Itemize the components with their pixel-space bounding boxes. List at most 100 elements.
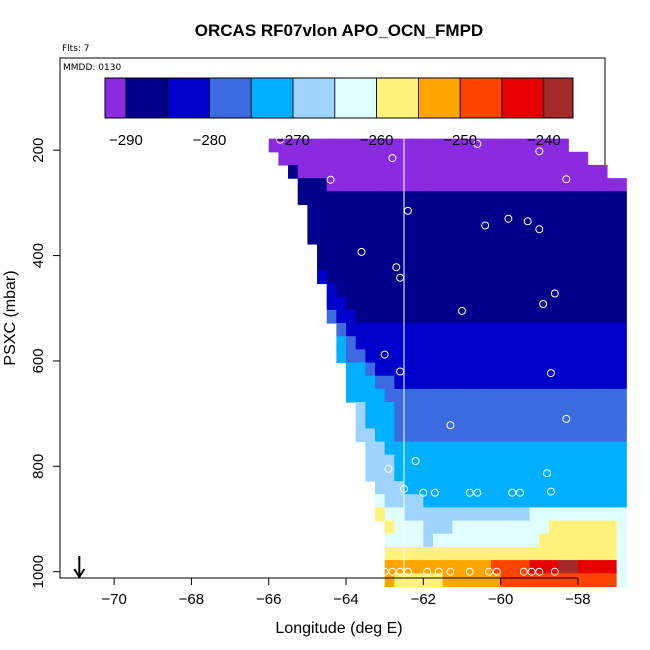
data-point: [504, 214, 513, 223]
heat-cell: [529, 388, 540, 403]
heat-cell: [616, 507, 627, 522]
heat-cell: [519, 309, 531, 324]
heat-cell: [336, 270, 347, 285]
heat-cell: [423, 178, 434, 192]
heat-cell: [606, 336, 618, 350]
y-tick-label: 1000: [30, 555, 47, 588]
heat-cell: [423, 494, 434, 508]
heat-cell: [481, 546, 492, 561]
heat-cell: [597, 375, 608, 390]
heat-cell: [568, 507, 579, 522]
heat-cell: [519, 467, 531, 482]
colorbar-bin: [334, 77, 378, 119]
data-point: [550, 567, 559, 576]
heat-cell: [568, 454, 579, 469]
heat-cell: [471, 191, 482, 206]
heat-cell: [558, 336, 569, 350]
heat-cell: [346, 349, 357, 364]
heat-cell: [461, 375, 473, 390]
heat-cell: [587, 217, 598, 232]
heat-cell: [510, 533, 521, 548]
heat-cell: [365, 243, 376, 258]
heat-cell: [577, 257, 589, 271]
heat-cell: [616, 402, 627, 416]
heat-cell: [510, 164, 521, 179]
heat-cell: [404, 164, 415, 179]
heat-cell: [278, 151, 289, 166]
heat-cell: [539, 283, 550, 298]
heat-cell: [577, 323, 589, 337]
heat-cell: [442, 323, 453, 337]
heat-cell: [375, 402, 386, 416]
data-point: [492, 567, 501, 576]
heat-cell: [519, 257, 531, 271]
colorbar-bin: [104, 77, 127, 119]
heat-cell: [597, 270, 608, 285]
heat-cell: [548, 243, 560, 258]
heat-cell: [326, 204, 337, 219]
heat-cell: [471, 362, 482, 377]
heat-cell: [307, 217, 318, 232]
heat-cell: [404, 533, 415, 548]
heat-cell: [423, 520, 434, 535]
heat-cell: [606, 204, 618, 219]
heat-cell: [461, 415, 473, 429]
heat-cell: [548, 454, 560, 469]
heat-cell: [606, 375, 618, 390]
heat-cell: [500, 454, 511, 469]
heat-cell: [365, 362, 376, 377]
heat-cell: [394, 494, 405, 508]
heat-cell: [597, 349, 608, 364]
heat-cell: [471, 164, 482, 179]
heat-cell: [413, 415, 424, 429]
heat-cell: [317, 164, 328, 179]
heat-cell: [529, 178, 540, 192]
heat-cell: [577, 151, 589, 166]
heat-cell: [548, 375, 560, 390]
heat-cell: [529, 520, 540, 535]
heat-cell: [461, 494, 473, 508]
heat-cell: [568, 164, 579, 179]
heat-cell: [490, 546, 502, 561]
heat-cell: [433, 283, 444, 298]
heat-cell: [587, 428, 598, 443]
heat-cell: [346, 388, 357, 403]
heat-cell: [558, 151, 569, 166]
heat-cell: [336, 349, 347, 364]
heat-cell: [548, 402, 560, 416]
heat-cell: [384, 428, 395, 443]
y-axis-label: PSXC (mbar): [2, 270, 19, 365]
heat-cell: [346, 243, 357, 258]
heat-cell: [461, 191, 473, 206]
heat-cell: [481, 428, 492, 443]
heat-cell: [355, 204, 366, 219]
heat-cell: [442, 336, 453, 350]
heat-cell: [481, 402, 492, 416]
heat-cell: [317, 151, 328, 166]
heat-cell: [539, 441, 550, 456]
heat-cell: [452, 151, 463, 166]
heat-cell: [461, 520, 473, 535]
heat-cell: [568, 336, 579, 350]
chart-title: ORCAS RF07vlon APO_OCN_FMPD: [195, 21, 483, 40]
heat-cell: [597, 191, 608, 206]
heat-cell: [500, 349, 511, 364]
heat-cell: [442, 164, 453, 179]
heat-cell: [510, 428, 521, 443]
heat-cell: [404, 257, 415, 271]
heat-cell: [404, 191, 415, 206]
heat-cell: [346, 138, 357, 153]
heat-cell: [548, 362, 560, 377]
heat-cell: [288, 151, 299, 166]
heat-cell: [442, 283, 453, 298]
heat-cell: [433, 349, 444, 364]
x-tick-label: −62: [411, 591, 436, 608]
heat-cell: [471, 243, 482, 258]
heat-cell: [568, 283, 579, 298]
heat-cell: [510, 283, 521, 298]
heat-cell: [500, 204, 511, 219]
heat-cell: [384, 362, 395, 377]
heat-cell: [481, 467, 492, 482]
heat-cell: [519, 560, 531, 574]
